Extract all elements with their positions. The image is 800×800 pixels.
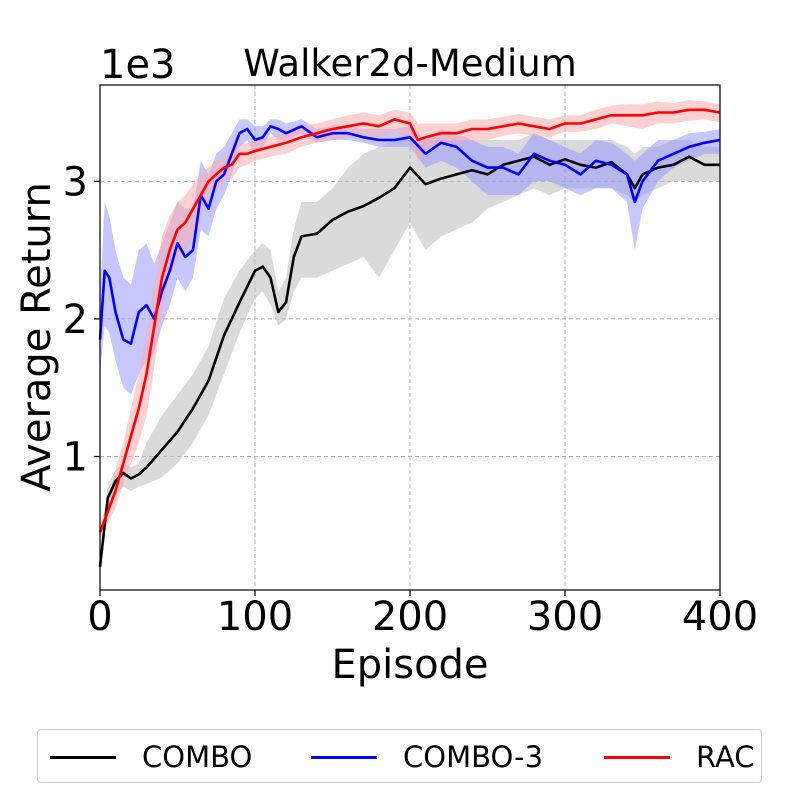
line-combo [98, 155, 720, 567]
y-tick-label: 3 [63, 159, 88, 205]
line-rac [98, 108, 721, 533]
legend: COMBO COMBO-3 RAC [37, 729, 762, 783]
legend-swatch-combo [50, 755, 116, 759]
legend-label-combo-3: COMBO-3 [403, 740, 544, 774]
confidence-bands [100, 100, 720, 574]
y-axis-label: Average Return [14, 182, 60, 492]
legend-swatch-rac [604, 755, 670, 759]
legend-label-combo: COMBO [142, 740, 253, 774]
x-tick-label: 300 [527, 594, 603, 640]
legend-swatch-combo-3 [311, 755, 377, 759]
x-tick-label: 0 [87, 594, 112, 640]
x-axis-label: Episode [331, 642, 488, 688]
band-combo-3 [100, 119, 720, 395]
y-tick-label: 2 [63, 297, 88, 343]
x-tick-label: 200 [372, 594, 448, 640]
y-scale-label: 1e3 [100, 42, 176, 88]
legend-entry-rac: RAC [604, 730, 755, 784]
chart-title: Walker2d-Medium [243, 42, 577, 85]
x-tick-label: 400 [682, 594, 758, 640]
line-combo-3 [98, 125, 721, 345]
x-axis-ticks: 0 100 200 300 400 [87, 590, 758, 640]
legend-entry-combo-3: COMBO-3 [311, 730, 543, 784]
legend-entry-combo: COMBO [50, 730, 252, 784]
x-tick-label: 100 [217, 594, 293, 640]
legend-label-rac: RAC [696, 740, 755, 774]
y-tick-label: 1 [63, 435, 88, 481]
series-lines [98, 108, 721, 567]
y-axis-ticks: 1 2 3 [63, 159, 100, 481]
